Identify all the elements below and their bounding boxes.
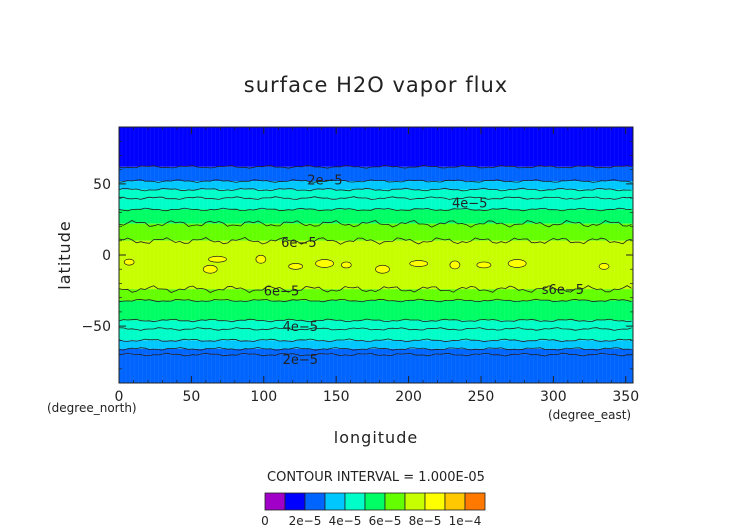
colorbar-swatch: [304, 492, 326, 511]
x-tick-label: 250: [468, 389, 495, 405]
contour-label: 2e−5: [283, 353, 318, 368]
max-patch: [202, 264, 218, 274]
x-tick-label: 350: [612, 389, 639, 405]
max-patch: [315, 259, 334, 268]
y-tick-label: 50: [93, 177, 111, 193]
colorbar-swatch: [464, 492, 486, 511]
colorbar-swatch: [344, 492, 366, 511]
zonal-band: [119, 198, 633, 210]
colorbar-tick-label: 4e−5: [329, 514, 362, 528]
x-axis-label: longitude: [334, 428, 418, 447]
colorbar-tick-label: 1e−4: [449, 514, 482, 528]
contour-line: [118, 207, 632, 212]
contour-line: [118, 318, 632, 323]
longitude-texture: [121, 127, 632, 383]
zonal-band: [119, 181, 633, 190]
max-patch: [255, 254, 267, 264]
contour-label: 4e−5: [283, 320, 318, 335]
contour-labels: 2e−5 4e−5 6e−5 6e−5 s6e−5 4e−5 2e−5: [264, 174, 584, 368]
max-patch: [340, 261, 352, 269]
max-patch: [449, 260, 461, 270]
contour-interval: CONTOUR INTERVAL = 1.000E-05: [267, 470, 485, 485]
colorbar-swatch: [264, 492, 286, 511]
contour-line: [118, 298, 632, 303]
contour-label: 2e−5: [307, 174, 342, 189]
colorbar-swatch: [324, 492, 346, 511]
max-patch: [375, 264, 390, 274]
contour-line: [118, 346, 632, 351]
zonal-band: [119, 328, 633, 341]
contour-line: [118, 187, 632, 192]
max-patch: [123, 258, 135, 266]
zonal-band: [119, 189, 633, 199]
y-unit-label: (degree_north): [47, 401, 137, 415]
contour-label: 6e−5: [264, 285, 299, 300]
colorbar-swatch: [364, 492, 386, 511]
colorbar-swatch: [284, 492, 306, 511]
max-patch: [288, 263, 303, 270]
colorbar-tick-label: 8e−5: [409, 514, 442, 528]
colorbar-swatch: [444, 492, 466, 511]
zonal-band: [119, 240, 633, 290]
contour-line: [118, 236, 632, 245]
contour-label: s6e−5: [542, 283, 584, 298]
contour-line: [118, 179, 632, 183]
y-tick-label: −50: [81, 319, 111, 335]
zonal-band: [119, 300, 633, 321]
zonal-band: [119, 127, 633, 167]
x-tick-label: 0: [115, 389, 124, 405]
max-patch: [507, 259, 527, 268]
zonal-band: [119, 340, 633, 349]
contour-label: 4e−5: [452, 196, 487, 211]
x-tick-label: 100: [250, 389, 277, 405]
zonal-band: [119, 320, 633, 329]
contour-line: [118, 352, 632, 357]
colorbar-tick-label: 2e−5: [289, 514, 322, 528]
zonal-band: [119, 209, 633, 224]
contour-label: 6e−5: [281, 236, 316, 251]
contour-line: [118, 338, 632, 343]
max-patch: [476, 261, 492, 269]
x-tick-label: 200: [395, 389, 422, 405]
x-unit-label: (degree_east): [548, 408, 631, 422]
colorbar-swatch: [384, 492, 406, 511]
max-patch: [598, 263, 610, 270]
x-tick-label: 150: [323, 389, 350, 405]
max-patch: [409, 260, 429, 267]
chart-title: surface H2O vapor flux: [244, 73, 508, 97]
y-axis-label: latitude: [55, 220, 74, 289]
zonal-band: [119, 289, 633, 301]
colorbar-swatch: [424, 492, 446, 511]
contour-line: [118, 285, 632, 293]
x-tick-label: 300: [540, 389, 567, 405]
colorbar-tick-label: 6e−5: [369, 514, 402, 528]
x-tick-label: 50: [182, 389, 200, 405]
contour-line: [118, 165, 632, 169]
contour-line: [118, 220, 632, 228]
zonal-band: [119, 166, 633, 182]
colorbar: 0 2e−5 4e−5 6e−5 8e−5 1e−4: [261, 492, 486, 528]
zonal-band: [119, 354, 633, 383]
colorbar-swatch: [404, 492, 426, 511]
zonal-band: [119, 348, 633, 355]
y-tick-label: 0: [102, 248, 111, 264]
plot-area: [119, 127, 633, 383]
contour-lines: [118, 165, 632, 357]
contour-line: [118, 327, 632, 331]
zonal-band: [119, 223, 633, 241]
colorbar-tick-label: 0: [261, 514, 269, 528]
axes: 0 50 100 150 200 250 300 350 50 0 −50: [81, 127, 639, 405]
max-patch: [208, 255, 227, 263]
contour-line: [118, 196, 632, 200]
